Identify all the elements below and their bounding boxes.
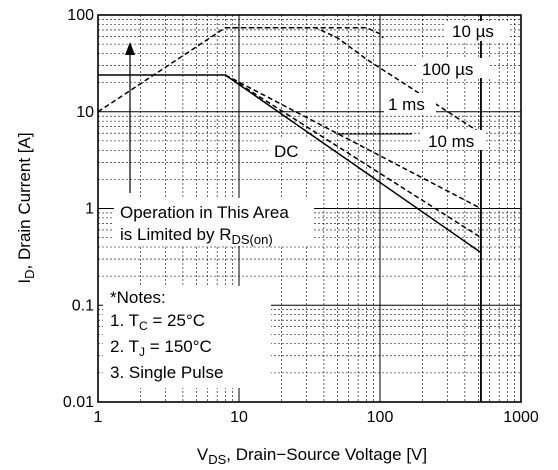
series-group <box>97 15 482 402</box>
x-axis-title: VDS, Drain−Source Voltage [V] <box>197 445 427 467</box>
y-axis-title: ID, Drain Current [A] <box>15 132 37 283</box>
series-line-1-ms <box>224 74 482 210</box>
note-1-sub: C <box>139 319 148 333</box>
y-axis-title-sub: D <box>22 269 37 278</box>
y-tick-label: 100 <box>67 7 94 24</box>
area-arrow-head <box>125 42 135 55</box>
y-tick-labels: 0.01 0.1 1 10 100 <box>63 7 94 411</box>
y-axis-title-main: I <box>15 279 34 284</box>
note-2: 2. TJ = 150°C <box>110 337 212 359</box>
area-note-line2-main: is Limited by R <box>120 225 231 244</box>
series-label-100us: 100 µs <box>422 60 473 79</box>
area-note-line2-sub: DS(on) <box>231 232 272 247</box>
series-line-dc <box>98 74 482 254</box>
label-bg-1ms <box>384 93 436 113</box>
series-line-100-s <box>225 26 482 134</box>
notes-title: *Notes: <box>110 288 166 307</box>
area-note-line1: Operation in This Area <box>120 203 289 222</box>
label-bg-10ms <box>422 130 486 150</box>
y-tick-label: 0.01 <box>63 394 94 411</box>
plot-frame <box>97 14 522 403</box>
series-label-dc: DC <box>274 142 299 161</box>
note-2-main: 2. T <box>110 337 139 356</box>
x-tick-label: 10 <box>230 409 248 426</box>
x-tick-label: 1000 <box>503 409 539 426</box>
notes-bg <box>103 286 271 388</box>
note-1: 1. TC = 25°C <box>110 311 205 333</box>
series-line-10-ms <box>224 74 482 239</box>
area-note-line2: is Limited by RDS(on) <box>120 225 273 247</box>
label-bg-100us <box>418 58 490 78</box>
series-label-1ms: 1 ms <box>388 95 425 114</box>
note-1-rest: = 25°C <box>148 311 205 330</box>
series-label-10us: 10 µs <box>452 22 494 41</box>
x-tick-labels: 1 10 100 1000 <box>94 409 539 426</box>
x-axis-title-main: V <box>197 445 209 464</box>
note-3: 3. Single Pulse <box>110 363 223 382</box>
note-2-rest: = 150°C <box>145 337 212 356</box>
x-tick-label: 1 <box>94 409 103 426</box>
y-axis-title-rest: , Drain Current [A] <box>15 132 34 269</box>
y-tick-label: 10 <box>76 104 94 121</box>
series-label-10ms: 10 ms <box>428 132 474 151</box>
x-axis-title-sub: DS <box>208 452 226 467</box>
x-axis-title-rest: , Drain−Source Voltage [V] <box>226 445 427 464</box>
x-tick-label: 100 <box>367 409 394 426</box>
y-tick-label: 1 <box>85 201 94 218</box>
y-tick-label: 0.1 <box>72 297 94 314</box>
note-2-sub: J <box>139 345 145 359</box>
label-bg-10us <box>446 21 510 41</box>
series-line-10-s <box>97 26 384 113</box>
label-bg-dc <box>270 139 308 161</box>
note-1-main: 1. T <box>110 311 139 330</box>
area-note-bg <box>114 198 314 246</box>
